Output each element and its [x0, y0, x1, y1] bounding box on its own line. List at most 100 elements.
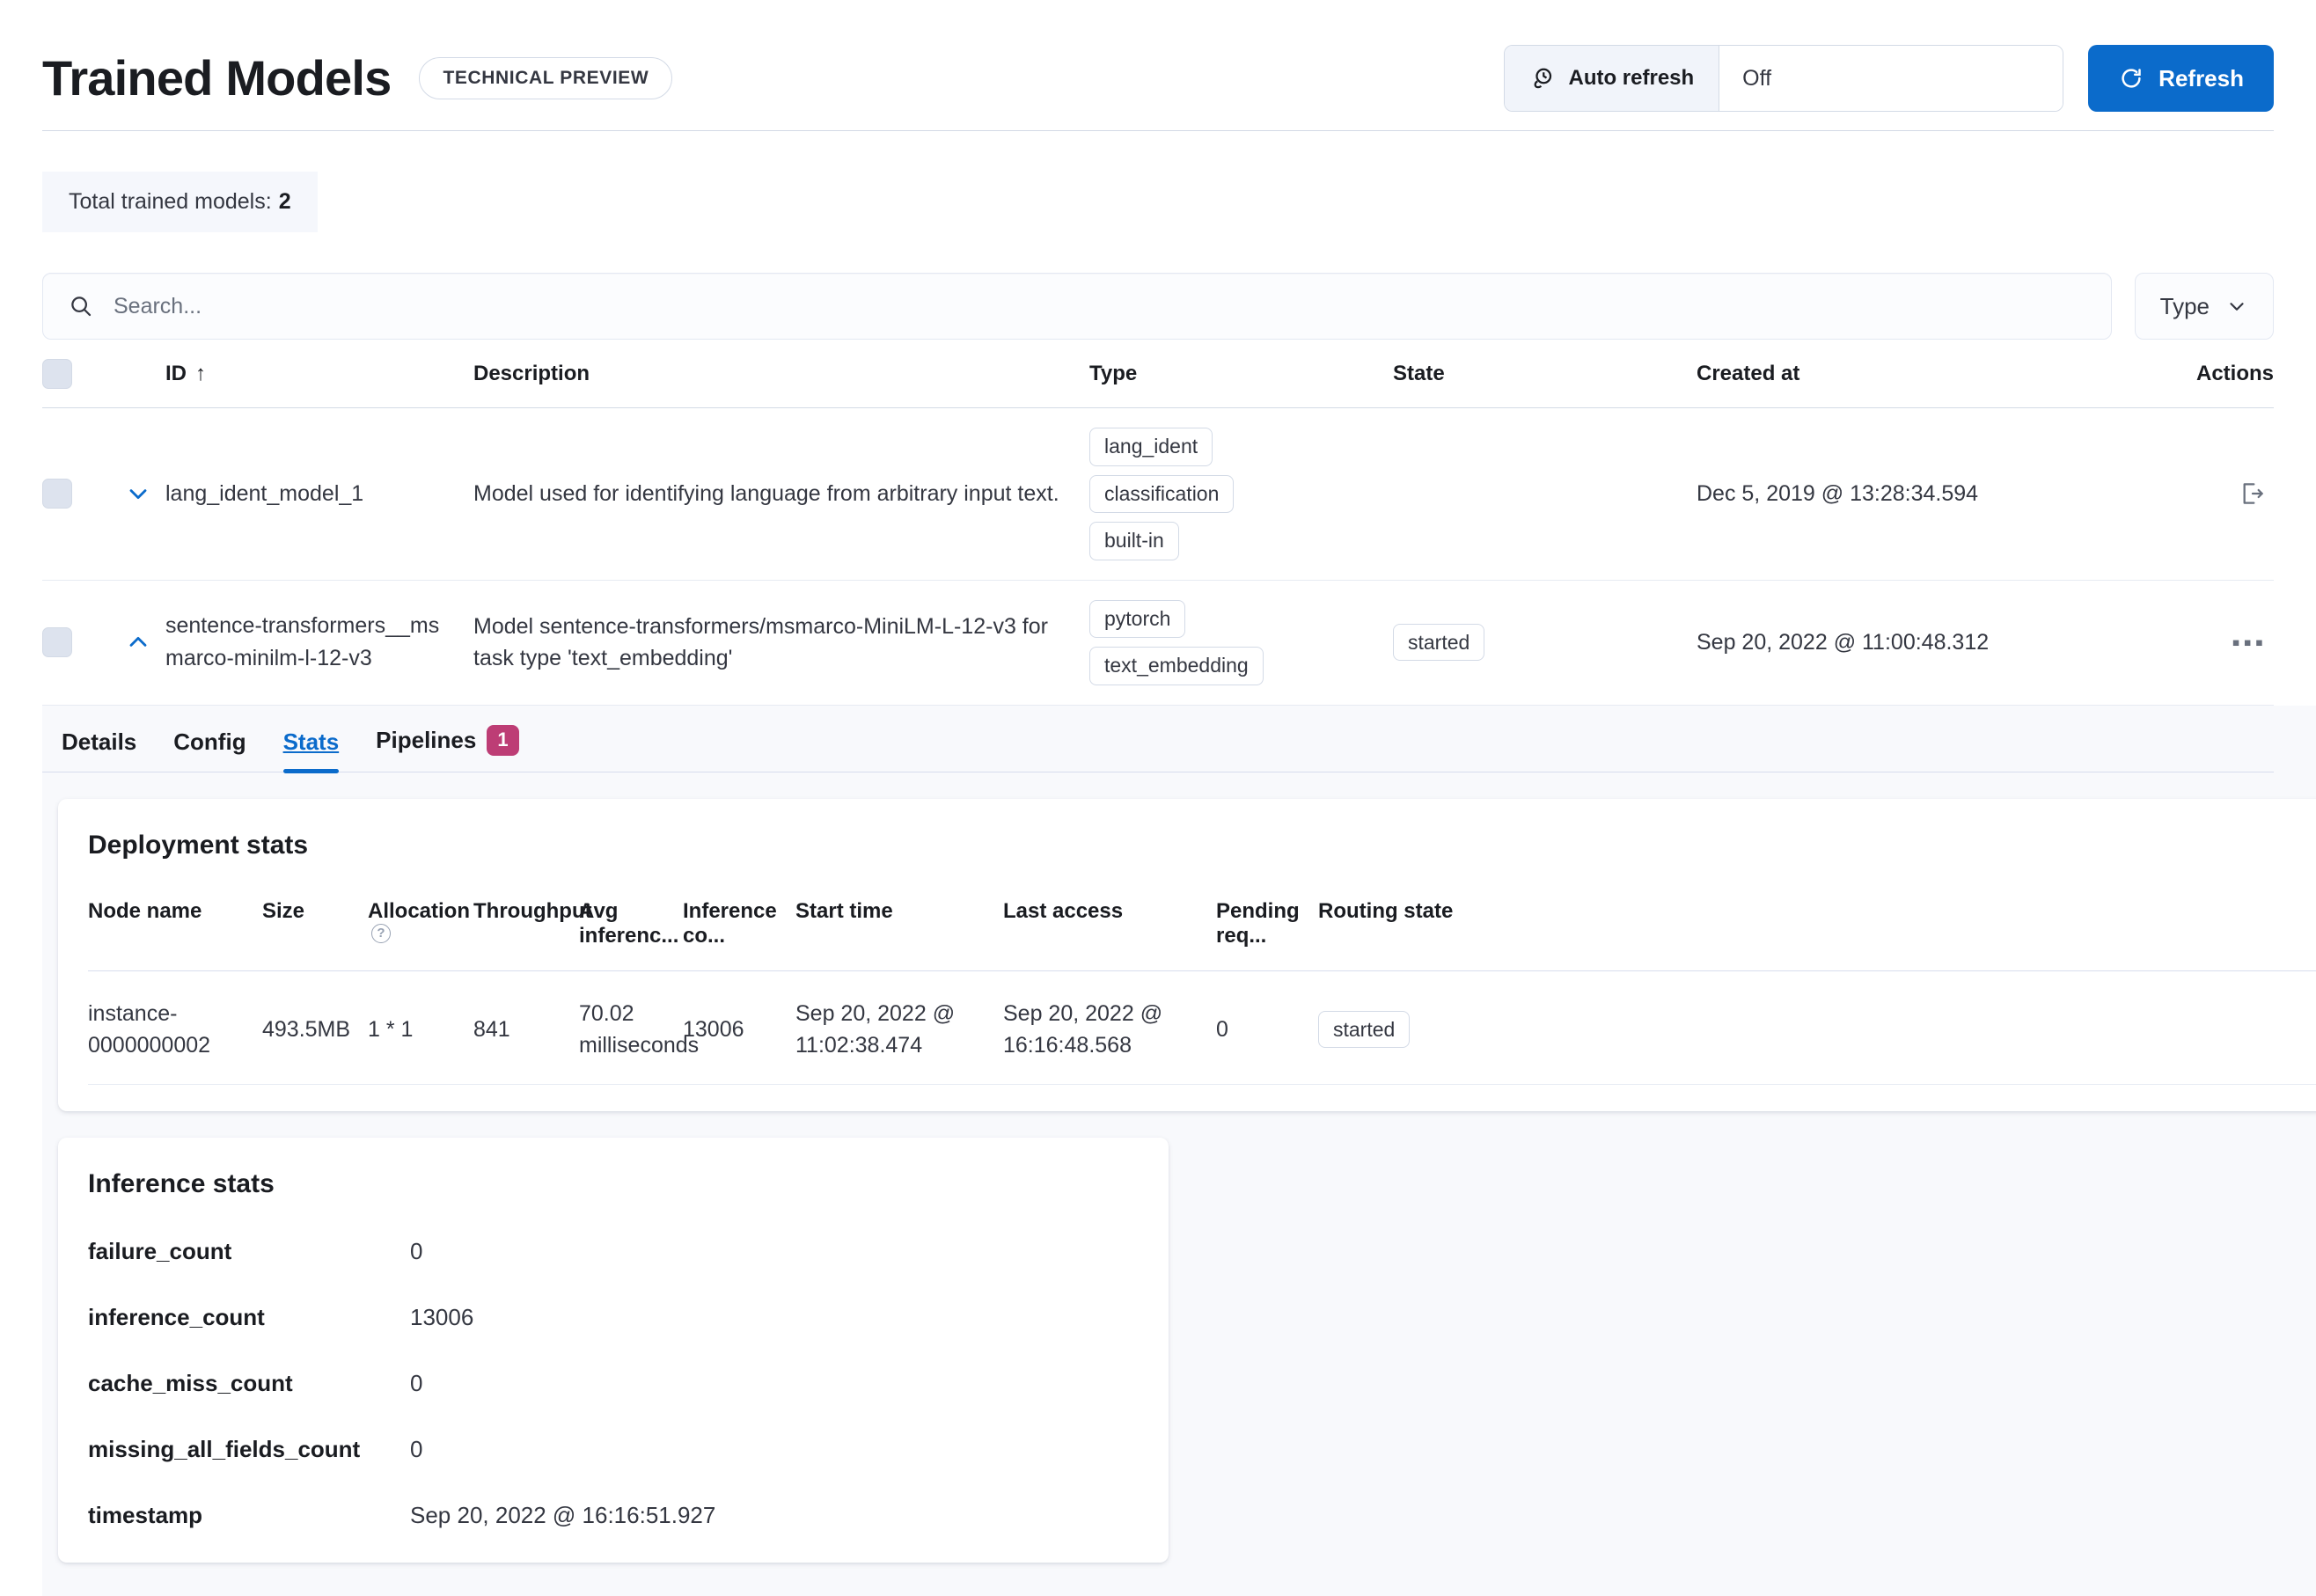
column-header-id-label: ID	[165, 361, 187, 385]
cell-inference-count: 13006	[683, 1016, 744, 1042]
routing-state-badge: started	[1318, 1010, 1411, 1048]
row-actions: ▪▪▪	[2048, 629, 2274, 656]
chevron-up-icon[interactable]	[124, 628, 152, 656]
inference-stat-item: cache_miss_count 0	[88, 1370, 1139, 1397]
inference-stat-item: inference_count 13006	[88, 1304, 1139, 1331]
type-badge: classification	[1089, 474, 1235, 514]
row-select-cell	[42, 479, 111, 509]
tab-details[interactable]: Details	[62, 728, 136, 772]
tab-config[interactable]: Config	[173, 728, 246, 772]
column-header-description[interactable]: Description	[473, 361, 590, 385]
inference-stats-card: Inference stats failure_count 0 inferenc…	[58, 1138, 1169, 1563]
inference-stats-title: Inference stats	[88, 1169, 275, 1199]
cell-last-access: Sep 20, 2022 @ 16:16:48.568	[1003, 1000, 1163, 1058]
column-header-created-at[interactable]: Created at	[1697, 361, 1800, 385]
row-id: sentence-transformers__msmarco-minilm-l-…	[165, 612, 440, 671]
auto-refresh-label: Auto refresh	[1568, 66, 1695, 90]
column-header-id[interactable]: ID ↑	[165, 362, 473, 386]
column-header-pending-requests: Pending req...	[1216, 898, 1300, 948]
cell-avg-inference: 70.02 milliseconds	[579, 1000, 700, 1058]
row-types: lang_ident classification built-in	[1089, 428, 1393, 560]
row-checkbox[interactable]	[42, 479, 72, 509]
tab-stats-label: Stats	[282, 728, 340, 755]
column-header-actions: Actions	[2195, 361, 2274, 385]
column-header-inference-count: Inference co...	[683, 898, 777, 948]
inference-stat-value: 0	[410, 1238, 423, 1265]
column-header-size: Size	[262, 898, 305, 923]
inference-stat-value: 0	[410, 1370, 423, 1397]
tab-pipelines[interactable]: Pipelines 1	[376, 724, 519, 772]
row-expander[interactable]	[111, 480, 165, 508]
inference-stat-key: cache_miss_count	[88, 1370, 293, 1397]
column-header-throughput: Throughput	[473, 898, 592, 923]
chevron-down-icon[interactable]	[124, 480, 152, 508]
auto-refresh-control[interactable]: Auto refresh Off	[1504, 45, 2064, 112]
table-row[interactable]: sentence-transformers__msmarco-minilm-l-…	[42, 581, 2274, 706]
deployment-stats-title: Deployment stats	[88, 830, 309, 860]
page-title: Trained Models	[42, 50, 392, 106]
table-header-row: ID ↑ Description Type State Created at Ac…	[42, 340, 2274, 408]
total-trained-models: Total trained models: 2	[42, 172, 318, 232]
auto-refresh-value[interactable]: Off	[1719, 46, 2063, 111]
page-header: Trained Models TECHNICAL PREVIEW Auto re…	[0, 0, 2316, 130]
type-filter-button[interactable]: Type	[2134, 273, 2274, 340]
type-badge-stack: pytorch text_embedding	[1089, 599, 1393, 685]
refresh-button[interactable]: Refresh	[2088, 45, 2274, 112]
cell-node-name: instance-0000000002	[88, 1000, 211, 1058]
deployment-stats-header-row: Node name Size Allocation? Throughput Av…	[88, 899, 2316, 971]
column-header-last-access: Last access	[1003, 898, 1124, 923]
chevron-down-icon	[2225, 295, 2248, 318]
tab-pipelines-label: Pipelines	[376, 726, 477, 753]
column-header-allocation: Allocation?	[368, 899, 473, 951]
row-select-cell	[42, 627, 111, 658]
column-header-allocation-label: Allocation	[368, 898, 471, 923]
cell-throughput: 841	[473, 1016, 510, 1042]
sort-ascending-icon: ↑	[195, 361, 206, 385]
row-types: pytorch text_embedding	[1089, 599, 1393, 685]
column-header-type[interactable]: Type	[1089, 361, 1138, 385]
table-row[interactable]: lang_ident_model_1 Model used for identi…	[42, 408, 2274, 581]
inference-stat-item: timestamp Sep 20, 2022 @ 16:16:51.927	[88, 1502, 1139, 1529]
help-icon[interactable]: ?	[371, 923, 391, 943]
header-divider	[42, 130, 2274, 131]
search-icon	[68, 293, 94, 319]
cell-allocation: 1 * 1	[368, 1016, 414, 1042]
total-label: Total trained models:	[69, 189, 272, 214]
type-badge: built-in	[1089, 522, 1179, 560]
column-header-state[interactable]: State	[1393, 361, 1445, 385]
search-input[interactable]: Search...	[42, 273, 2112, 340]
column-header-avg-inference: Avg inferenc...	[579, 898, 679, 948]
refresh-button-label: Refresh	[2158, 64, 2244, 92]
inference-stat-key: inference_count	[88, 1304, 265, 1331]
inference-stat-value: 13006	[410, 1304, 474, 1331]
row-checkbox[interactable]	[42, 627, 72, 658]
refresh-icon	[2118, 65, 2144, 92]
inference-stat-key: timestamp	[88, 1502, 203, 1529]
cell-size: 493.5MB	[262, 1016, 351, 1042]
auto-refresh-label-group[interactable]: Auto refresh	[1505, 46, 1720, 111]
deployment-stats-row: instance-0000000002 493.5MB 1 * 1 841 70…	[88, 971, 2316, 1086]
toolbar: Total trained models: 2 Search... Type	[0, 131, 2316, 340]
row-expander[interactable]	[111, 628, 165, 656]
column-header-node-name: Node name	[88, 898, 202, 923]
expanded-row-detail: Details Config Stats Pipelines 1 Deploym…	[42, 705, 2316, 1596]
tab-stats[interactable]: Stats	[282, 728, 340, 773]
technical-preview-badge: TECHNICAL PREVIEW	[419, 57, 673, 99]
clock-icon	[1529, 65, 1556, 92]
column-header-routing-state: Routing state	[1318, 898, 1454, 923]
type-badge: pytorch	[1089, 599, 1186, 639]
inference-stat-key: failure_count	[88, 1238, 232, 1265]
more-actions-icon[interactable]: ▪▪▪	[2232, 628, 2267, 655]
deployment-stats-card: Deployment stats Node name Size Allocati…	[58, 798, 2316, 1112]
tab-details-label: Details	[62, 728, 137, 755]
tab-pipelines-badge: 1	[487, 724, 519, 756]
select-all-checkbox[interactable]	[42, 358, 72, 389]
trained-models-table: ID ↑ Description Type State Created at Ac…	[42, 340, 2274, 706]
row-description: Model sentence-transformers/msmarco-Mini…	[473, 614, 1048, 671]
inference-stat-value: Sep 20, 2022 @ 16:16:51.927	[410, 1502, 716, 1529]
deploy-model-icon[interactable]	[2239, 480, 2267, 508]
row-id: lang_ident_model_1	[165, 480, 364, 506]
row-description: Model used for identifying language from…	[473, 481, 1059, 507]
inference-stat-item: failure_count 0	[88, 1238, 1139, 1265]
